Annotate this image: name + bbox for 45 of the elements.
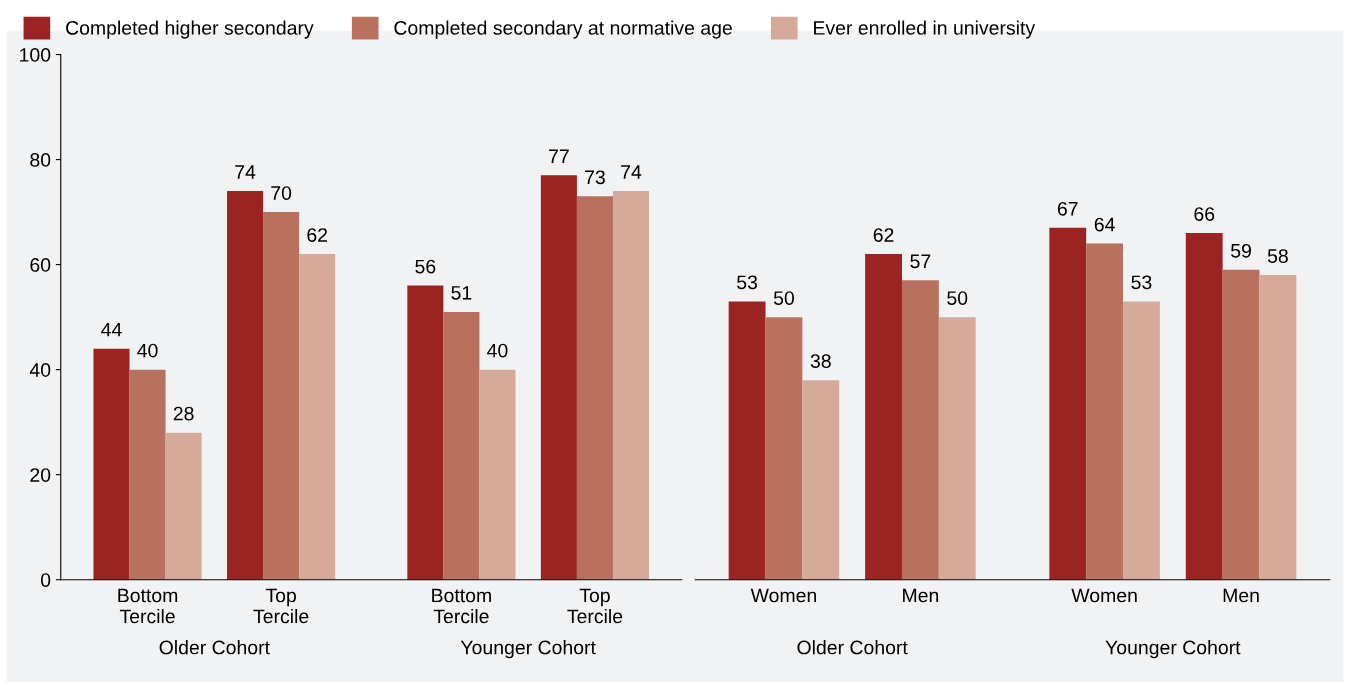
text: Older Cohort xyxy=(797,640,908,655)
x-tick-label: Top Tercile xyxy=(567,588,623,624)
data-label: 38 xyxy=(810,354,831,368)
data-label: 56 xyxy=(415,259,436,274)
data-label: 77 xyxy=(549,149,569,163)
x-tick-label: Top Tercile xyxy=(253,588,309,624)
x-tick-label: Women xyxy=(1071,588,1137,603)
data-label: 67 xyxy=(1057,201,1078,216)
text: Younger Cohort xyxy=(1105,640,1241,659)
y-tick-label: 60 xyxy=(30,258,51,272)
y-tick-label: 100 xyxy=(20,48,51,62)
text: Younger Cohort xyxy=(460,640,596,659)
x-tick-label: Men xyxy=(1223,588,1259,603)
data-label: 57 xyxy=(910,254,931,269)
y-tick-label: 80 xyxy=(30,153,51,167)
data-label: 74 xyxy=(235,165,256,179)
data-label: 44 xyxy=(101,322,122,337)
x-tick-label: Men xyxy=(903,588,939,603)
x-tick-label: Women xyxy=(750,588,817,603)
data-label: 50 xyxy=(773,291,794,305)
data-label: 40 xyxy=(487,343,508,358)
data-label: 74 xyxy=(621,165,642,179)
data-label: 59 xyxy=(1231,243,1251,258)
legend-label: Ever enrolled in university xyxy=(814,20,1036,39)
data-label: 73 xyxy=(585,170,605,185)
data-label: 53 xyxy=(737,275,758,290)
data-label: 50 xyxy=(947,291,968,305)
data-label: 53 xyxy=(1131,275,1152,290)
legend-label: Completed higher secondary xyxy=(66,20,314,39)
y-tick-label: 40 xyxy=(29,363,51,377)
y-tick-label: 20 xyxy=(30,468,51,482)
text: Older Cohort xyxy=(159,640,270,655)
data-label: 62 xyxy=(307,228,327,242)
data-label: 28 xyxy=(173,406,194,421)
legend-label: Completed secondary at normative age xyxy=(394,20,732,39)
data-label: 62 xyxy=(873,228,894,242)
data-label: 64 xyxy=(1094,217,1115,232)
data-label: 40 xyxy=(137,343,158,358)
data-label: 51 xyxy=(451,286,472,300)
x-tick-label: Bottom Tercile xyxy=(432,588,491,624)
y-tick-label: 0 xyxy=(40,573,51,587)
x-tick-label: Bottom Tercile xyxy=(118,588,178,624)
data-label: 58 xyxy=(1267,249,1288,263)
data-label: 66 xyxy=(1194,207,1215,221)
data-label: 70 xyxy=(271,186,292,200)
